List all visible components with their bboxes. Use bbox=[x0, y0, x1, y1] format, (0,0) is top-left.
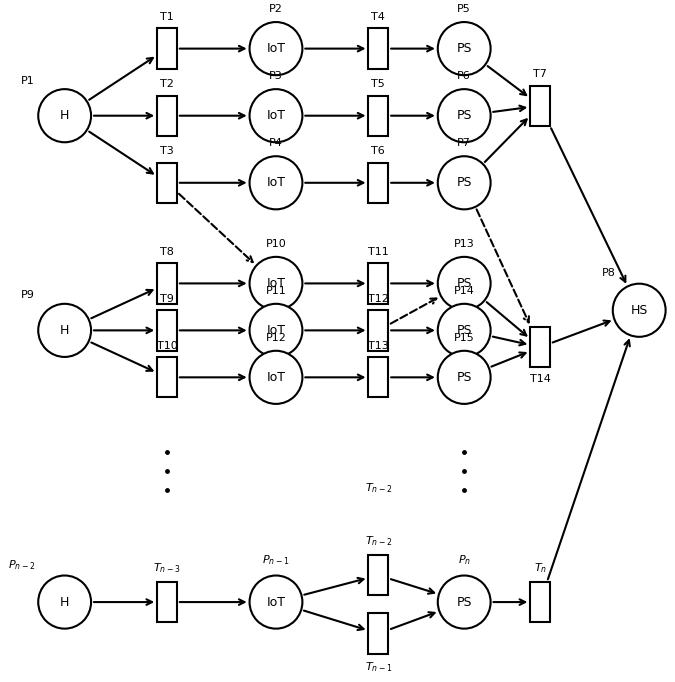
Text: $P_{n-2}$: $P_{n-2}$ bbox=[7, 559, 35, 572]
Text: HS: HS bbox=[630, 303, 648, 316]
Bar bbox=[369, 263, 388, 303]
Text: $T_{n-3}$: $T_{n-3}$ bbox=[153, 561, 181, 575]
Bar bbox=[369, 614, 388, 654]
Bar bbox=[157, 29, 177, 69]
Text: T10: T10 bbox=[157, 340, 178, 351]
Text: P4: P4 bbox=[269, 138, 283, 148]
Ellipse shape bbox=[438, 351, 491, 404]
Text: T13: T13 bbox=[368, 340, 389, 351]
Text: P10: P10 bbox=[265, 239, 286, 249]
Text: P13: P13 bbox=[454, 239, 475, 249]
Bar bbox=[531, 327, 550, 368]
Text: T11: T11 bbox=[368, 247, 389, 256]
Text: T12: T12 bbox=[368, 293, 389, 303]
Text: T6: T6 bbox=[371, 146, 385, 156]
Text: T8: T8 bbox=[160, 247, 174, 256]
Text: PS: PS bbox=[456, 324, 472, 337]
Ellipse shape bbox=[250, 303, 302, 357]
Bar bbox=[369, 29, 388, 69]
Ellipse shape bbox=[38, 303, 91, 357]
Ellipse shape bbox=[38, 576, 91, 629]
Text: $T_{n-1}$: $T_{n-1}$ bbox=[364, 660, 392, 674]
Text: T4: T4 bbox=[371, 12, 385, 22]
Text: T1: T1 bbox=[160, 12, 174, 22]
Text: P1: P1 bbox=[21, 76, 35, 86]
Text: T2: T2 bbox=[160, 79, 174, 89]
Text: H: H bbox=[60, 109, 70, 122]
Text: PS: PS bbox=[456, 277, 472, 290]
Ellipse shape bbox=[438, 257, 491, 310]
Text: PS: PS bbox=[456, 371, 472, 384]
Bar bbox=[369, 95, 388, 136]
Text: T7: T7 bbox=[533, 69, 547, 79]
Bar bbox=[531, 582, 550, 622]
Bar bbox=[369, 163, 388, 203]
Ellipse shape bbox=[38, 89, 91, 143]
Text: PS: PS bbox=[456, 176, 472, 190]
Bar bbox=[157, 263, 177, 303]
Text: PS: PS bbox=[456, 42, 472, 55]
Ellipse shape bbox=[438, 89, 491, 143]
Ellipse shape bbox=[250, 351, 302, 404]
Ellipse shape bbox=[250, 257, 302, 310]
Text: IoT: IoT bbox=[267, 176, 286, 190]
Ellipse shape bbox=[250, 576, 302, 629]
Text: $P_n$: $P_n$ bbox=[458, 554, 470, 567]
Text: T3: T3 bbox=[160, 146, 174, 156]
Text: H: H bbox=[60, 595, 70, 608]
Text: P8: P8 bbox=[602, 268, 616, 278]
Bar bbox=[531, 85, 550, 125]
Text: T9: T9 bbox=[160, 293, 174, 303]
Text: P14: P14 bbox=[454, 286, 475, 296]
Bar bbox=[157, 357, 177, 398]
Ellipse shape bbox=[438, 303, 491, 357]
Ellipse shape bbox=[438, 576, 491, 629]
Ellipse shape bbox=[438, 156, 491, 209]
Bar bbox=[157, 582, 177, 622]
Text: T5: T5 bbox=[371, 79, 385, 89]
Text: P6: P6 bbox=[458, 71, 471, 81]
Text: P5: P5 bbox=[458, 4, 471, 14]
Text: IoT: IoT bbox=[267, 277, 286, 290]
Ellipse shape bbox=[250, 22, 302, 75]
Text: IoT: IoT bbox=[267, 42, 286, 55]
Text: $P_{n-1}$: $P_{n-1}$ bbox=[263, 554, 290, 567]
Bar bbox=[369, 357, 388, 398]
Text: IoT: IoT bbox=[267, 371, 286, 384]
Bar bbox=[369, 555, 388, 595]
Text: $T_{n-2}$: $T_{n-2}$ bbox=[364, 535, 392, 548]
Text: $T_{n-2}$: $T_{n-2}$ bbox=[364, 481, 392, 494]
Text: PS: PS bbox=[456, 595, 472, 608]
Bar bbox=[369, 310, 388, 351]
Text: P11: P11 bbox=[265, 286, 286, 296]
Text: IoT: IoT bbox=[267, 595, 286, 608]
Text: P3: P3 bbox=[269, 71, 283, 81]
Text: P9: P9 bbox=[21, 291, 35, 301]
Text: T14: T14 bbox=[530, 374, 551, 384]
Bar bbox=[157, 163, 177, 203]
Text: IoT: IoT bbox=[267, 324, 286, 337]
Ellipse shape bbox=[438, 22, 491, 75]
Text: $T_n$: $T_n$ bbox=[533, 561, 547, 575]
Text: P7: P7 bbox=[457, 138, 471, 148]
Bar bbox=[157, 310, 177, 351]
Text: IoT: IoT bbox=[267, 109, 286, 122]
Bar bbox=[157, 95, 177, 136]
Ellipse shape bbox=[613, 284, 666, 337]
Text: H: H bbox=[60, 324, 70, 337]
Text: P12: P12 bbox=[265, 333, 286, 343]
Ellipse shape bbox=[250, 156, 302, 209]
Text: P2: P2 bbox=[269, 4, 283, 14]
Text: PS: PS bbox=[456, 109, 472, 122]
Ellipse shape bbox=[250, 89, 302, 143]
Text: P15: P15 bbox=[454, 333, 475, 343]
